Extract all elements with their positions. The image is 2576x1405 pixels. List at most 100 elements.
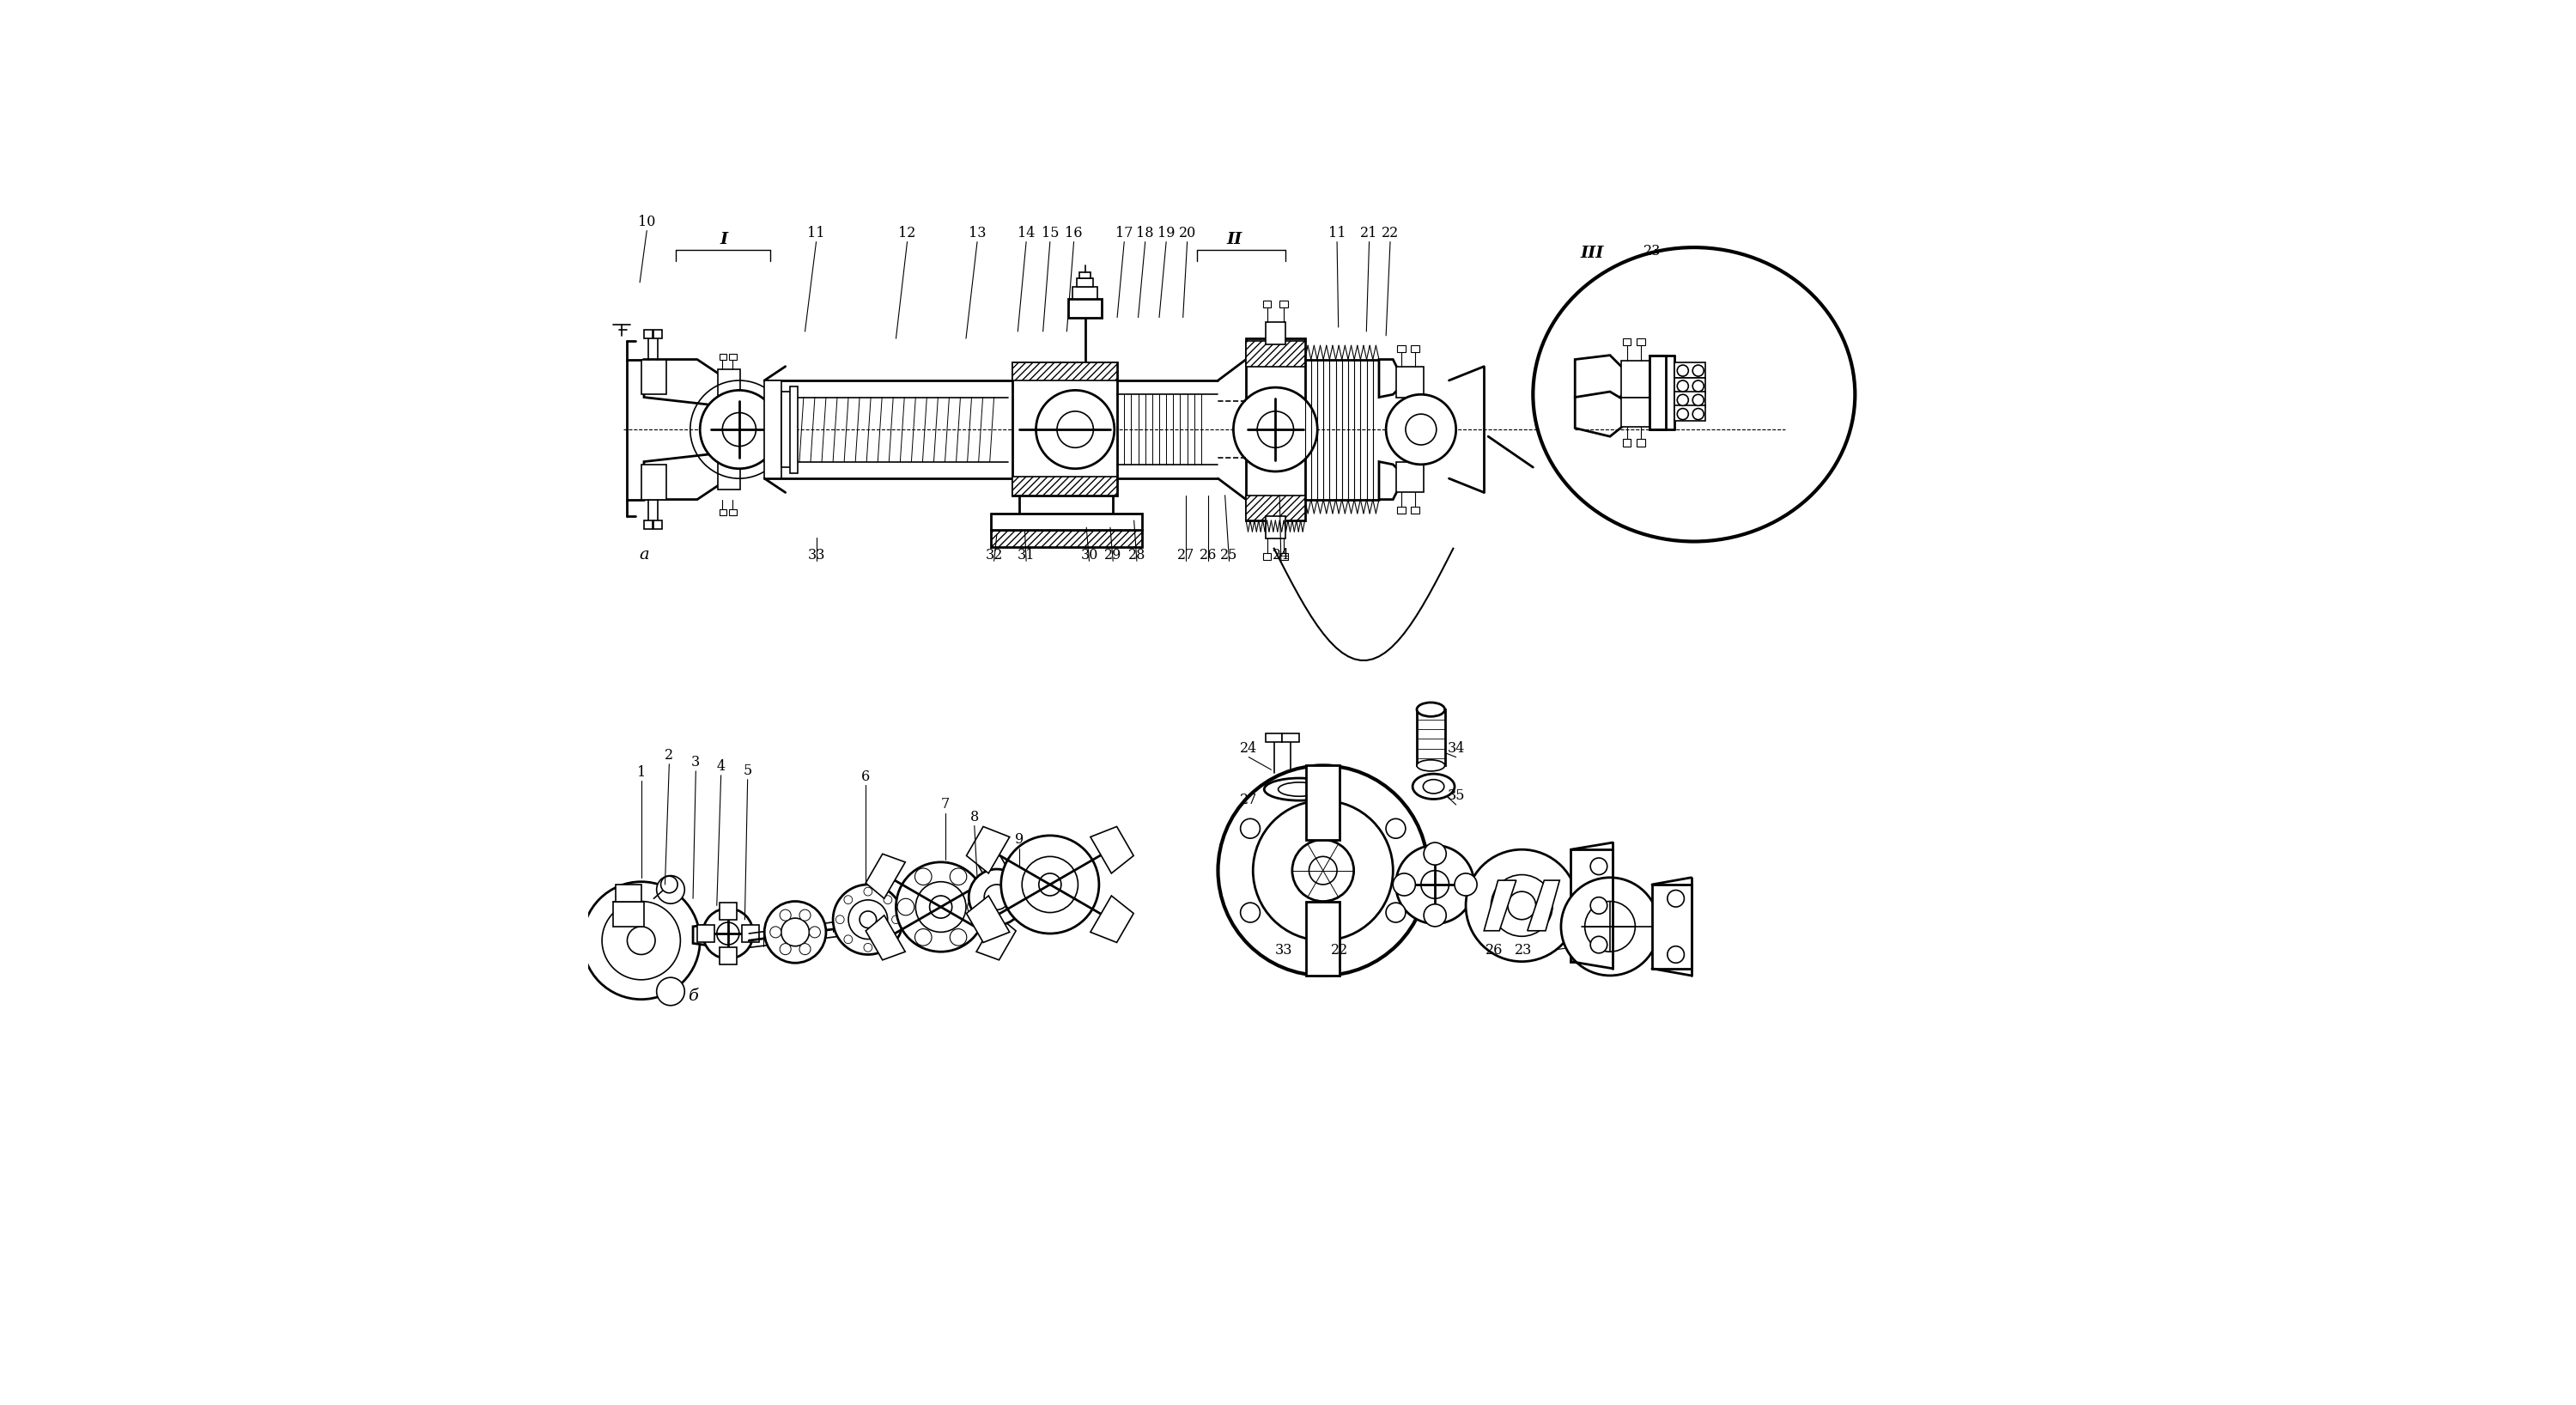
Bar — [1396, 506, 1406, 513]
Circle shape — [860, 910, 876, 927]
Bar — [1012, 362, 1118, 496]
Circle shape — [1667, 946, 1685, 962]
Polygon shape — [644, 360, 726, 406]
Circle shape — [1667, 891, 1685, 908]
Bar — [719, 354, 726, 360]
Bar — [613, 902, 644, 926]
Bar — [616, 885, 641, 902]
Bar — [641, 360, 667, 395]
Circle shape — [1677, 395, 1687, 406]
Text: 26: 26 — [1484, 943, 1502, 957]
Polygon shape — [644, 454, 726, 499]
Circle shape — [1425, 843, 1445, 865]
Circle shape — [657, 875, 685, 903]
Circle shape — [1589, 858, 1607, 875]
Circle shape — [1386, 903, 1406, 922]
Text: 9: 9 — [1015, 832, 1023, 847]
Ellipse shape — [1278, 783, 1321, 797]
Bar — [719, 370, 739, 398]
Circle shape — [1234, 388, 1316, 472]
Bar — [641, 465, 667, 499]
Text: I: I — [719, 232, 726, 247]
Circle shape — [891, 915, 899, 923]
Text: 21: 21 — [1360, 226, 1378, 240]
Circle shape — [914, 929, 933, 946]
Circle shape — [781, 909, 791, 920]
Circle shape — [835, 915, 845, 923]
Bar — [1674, 362, 1705, 378]
Bar — [1674, 392, 1705, 407]
Bar — [1265, 322, 1285, 344]
Text: 2: 2 — [665, 747, 672, 763]
Bar — [1649, 355, 1667, 430]
Text: 23: 23 — [1643, 244, 1662, 259]
Circle shape — [1002, 836, 1100, 933]
Text: 22: 22 — [1332, 943, 1347, 957]
Circle shape — [662, 877, 677, 894]
Circle shape — [770, 926, 781, 937]
Bar — [1247, 496, 1306, 520]
Circle shape — [884, 936, 891, 944]
Bar — [791, 386, 799, 473]
Circle shape — [1492, 875, 1553, 936]
Bar — [1412, 506, 1419, 513]
Ellipse shape — [1265, 778, 1334, 801]
Circle shape — [703, 909, 752, 958]
Polygon shape — [966, 896, 1010, 943]
Text: 4: 4 — [716, 759, 726, 774]
Circle shape — [1023, 857, 1077, 912]
Circle shape — [721, 413, 755, 447]
Circle shape — [1692, 409, 1703, 420]
Circle shape — [914, 882, 966, 932]
Bar — [1623, 440, 1631, 447]
Text: 28: 28 — [1128, 548, 1146, 562]
Text: II: II — [1226, 232, 1242, 247]
Bar — [1072, 287, 1097, 299]
Text: 7: 7 — [940, 797, 951, 812]
Circle shape — [1425, 905, 1445, 926]
Polygon shape — [1574, 392, 1631, 437]
Text: 33: 33 — [1275, 943, 1293, 957]
Text: 27: 27 — [1177, 548, 1195, 562]
Circle shape — [1056, 412, 1092, 448]
Circle shape — [716, 922, 739, 944]
Text: 33: 33 — [806, 548, 824, 562]
Bar — [587, 191, 1989, 569]
Circle shape — [1507, 892, 1535, 919]
Bar — [1265, 516, 1285, 538]
Text: 14: 14 — [1018, 226, 1036, 240]
Polygon shape — [1484, 881, 1517, 930]
Bar — [1636, 339, 1646, 346]
Circle shape — [914, 868, 933, 885]
Circle shape — [1257, 412, 1293, 448]
Bar — [1283, 733, 1298, 742]
Circle shape — [951, 929, 966, 946]
Text: 3: 3 — [690, 754, 701, 770]
Circle shape — [1589, 898, 1607, 913]
Text: 27: 27 — [1239, 792, 1257, 808]
Circle shape — [1692, 365, 1703, 377]
Circle shape — [701, 391, 778, 469]
Circle shape — [1466, 850, 1579, 961]
Text: 19: 19 — [1157, 226, 1175, 240]
Circle shape — [781, 944, 791, 955]
Bar — [729, 354, 737, 360]
Bar — [1674, 378, 1705, 393]
Text: 15: 15 — [1041, 226, 1059, 240]
Circle shape — [1293, 840, 1355, 902]
Circle shape — [1584, 902, 1636, 951]
Circle shape — [1038, 874, 1061, 896]
Bar — [1265, 733, 1283, 742]
Text: 25: 25 — [1221, 548, 1239, 562]
Circle shape — [1252, 801, 1394, 940]
Text: 8: 8 — [971, 809, 979, 825]
Circle shape — [1386, 819, 1406, 839]
Circle shape — [1692, 395, 1703, 406]
Circle shape — [951, 868, 966, 885]
Ellipse shape — [1417, 702, 1445, 717]
Polygon shape — [1306, 902, 1340, 975]
Polygon shape — [1378, 360, 1399, 398]
Circle shape — [832, 885, 904, 954]
Bar — [1012, 362, 1118, 381]
Circle shape — [1396, 846, 1473, 923]
